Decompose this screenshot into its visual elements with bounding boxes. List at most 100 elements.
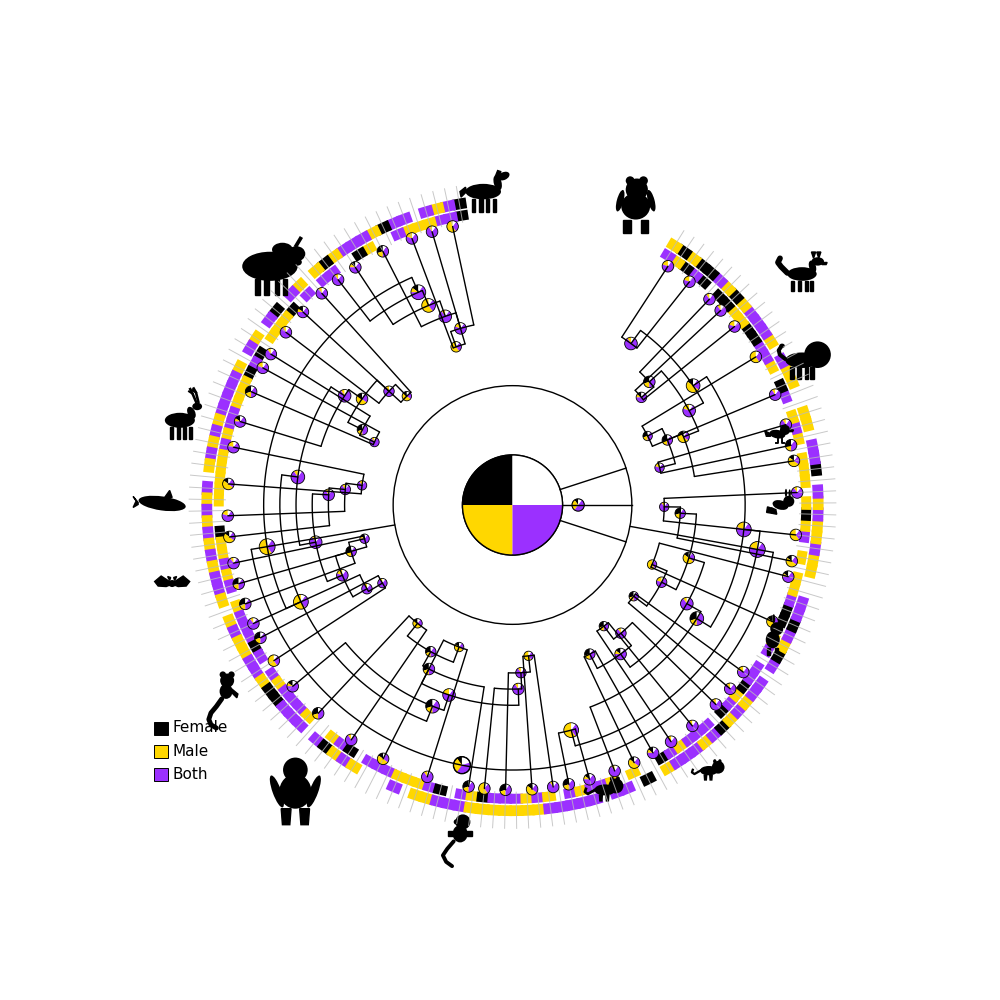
Wedge shape xyxy=(459,642,462,647)
Wedge shape xyxy=(365,534,367,539)
Wedge shape xyxy=(316,271,333,288)
Wedge shape xyxy=(618,628,621,633)
Wedge shape xyxy=(383,247,389,257)
Wedge shape xyxy=(271,675,287,692)
Ellipse shape xyxy=(616,190,624,211)
Polygon shape xyxy=(767,648,770,655)
Wedge shape xyxy=(689,553,695,561)
Wedge shape xyxy=(680,509,685,519)
Wedge shape xyxy=(801,496,811,510)
Wedge shape xyxy=(774,378,788,394)
Wedge shape xyxy=(361,534,365,539)
Wedge shape xyxy=(362,424,365,430)
Wedge shape xyxy=(509,805,524,816)
Wedge shape xyxy=(462,757,467,765)
Wedge shape xyxy=(476,792,491,803)
Wedge shape xyxy=(205,548,218,564)
Wedge shape xyxy=(345,735,357,746)
Wedge shape xyxy=(217,547,229,562)
Circle shape xyxy=(639,176,648,185)
Wedge shape xyxy=(357,482,367,490)
Wedge shape xyxy=(418,205,434,219)
Wedge shape xyxy=(401,773,417,787)
Wedge shape xyxy=(685,250,702,267)
Wedge shape xyxy=(729,321,735,327)
Polygon shape xyxy=(810,367,814,379)
Wedge shape xyxy=(747,330,762,347)
Wedge shape xyxy=(526,786,537,795)
Wedge shape xyxy=(733,313,750,329)
Polygon shape xyxy=(448,831,455,836)
Wedge shape xyxy=(689,552,692,558)
Wedge shape xyxy=(433,701,439,713)
Wedge shape xyxy=(520,793,534,804)
Wedge shape xyxy=(329,489,332,495)
Wedge shape xyxy=(316,289,328,299)
Wedge shape xyxy=(425,646,431,653)
Wedge shape xyxy=(285,692,301,709)
Wedge shape xyxy=(278,684,294,700)
Wedge shape xyxy=(338,274,341,280)
Polygon shape xyxy=(255,279,260,295)
Wedge shape xyxy=(313,713,318,719)
Wedge shape xyxy=(721,305,724,310)
Ellipse shape xyxy=(811,257,824,266)
Wedge shape xyxy=(238,375,253,391)
Wedge shape xyxy=(713,699,716,704)
Wedge shape xyxy=(221,427,234,442)
Wedge shape xyxy=(411,220,427,233)
Wedge shape xyxy=(563,784,569,790)
Wedge shape xyxy=(260,633,266,644)
Wedge shape xyxy=(288,681,293,686)
Wedge shape xyxy=(529,652,533,660)
Wedge shape xyxy=(810,530,823,545)
Wedge shape xyxy=(412,285,418,292)
Wedge shape xyxy=(518,667,521,673)
Wedge shape xyxy=(215,592,229,609)
Wedge shape xyxy=(532,785,538,793)
Wedge shape xyxy=(351,734,355,740)
Wedge shape xyxy=(455,323,461,328)
Wedge shape xyxy=(813,496,824,510)
Ellipse shape xyxy=(621,193,650,220)
Wedge shape xyxy=(780,602,794,618)
Ellipse shape xyxy=(769,430,785,439)
Wedge shape xyxy=(714,718,731,736)
Wedge shape xyxy=(324,729,341,746)
Wedge shape xyxy=(243,629,258,645)
Ellipse shape xyxy=(766,631,780,648)
Wedge shape xyxy=(251,387,257,397)
Wedge shape xyxy=(775,389,779,395)
Wedge shape xyxy=(576,795,592,809)
Ellipse shape xyxy=(647,190,656,211)
Ellipse shape xyxy=(242,252,298,281)
Wedge shape xyxy=(743,666,747,672)
Wedge shape xyxy=(627,337,631,344)
Wedge shape xyxy=(604,622,609,631)
Wedge shape xyxy=(640,771,657,787)
Wedge shape xyxy=(669,754,687,770)
Wedge shape xyxy=(202,481,213,495)
Wedge shape xyxy=(792,555,795,561)
Wedge shape xyxy=(655,464,664,472)
Wedge shape xyxy=(764,657,781,674)
Wedge shape xyxy=(547,782,559,793)
Wedge shape xyxy=(445,310,449,316)
Wedge shape xyxy=(791,488,803,498)
Wedge shape xyxy=(737,693,755,711)
Wedge shape xyxy=(629,596,634,601)
Wedge shape xyxy=(317,738,334,756)
Wedge shape xyxy=(706,293,709,299)
Wedge shape xyxy=(756,323,773,341)
Polygon shape xyxy=(822,262,827,265)
Wedge shape xyxy=(378,753,383,759)
Ellipse shape xyxy=(785,489,787,497)
Wedge shape xyxy=(291,471,305,484)
Wedge shape xyxy=(255,632,260,640)
Wedge shape xyxy=(772,389,775,395)
Wedge shape xyxy=(403,391,407,396)
Ellipse shape xyxy=(168,580,176,587)
Wedge shape xyxy=(498,793,512,804)
Wedge shape xyxy=(680,599,693,610)
Wedge shape xyxy=(662,435,667,442)
